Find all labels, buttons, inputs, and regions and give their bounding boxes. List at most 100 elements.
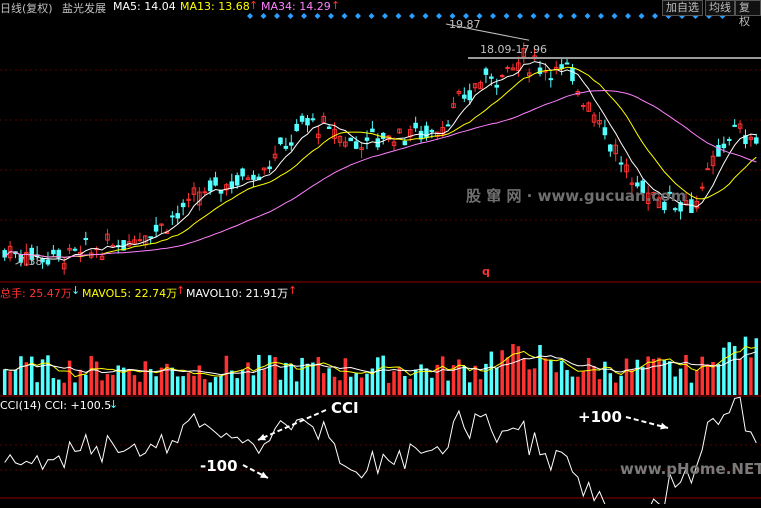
candle-body-78: [424, 125, 429, 138]
candle-body-44: [240, 168, 245, 177]
candle-body-112: [608, 144, 613, 152]
candle-body-50: [272, 153, 278, 159]
volume-bar-61: [332, 376, 337, 395]
candle-body-49: [267, 166, 272, 170]
candle-body-121: [656, 197, 662, 209]
moving-average-button[interactable]: 均线: [705, 0, 735, 16]
volume-bar-91: [494, 367, 499, 395]
volume-bar-128: [695, 370, 699, 395]
volume-bar-14: [78, 369, 83, 395]
ma13-line: [4, 66, 757, 258]
volume-total-arrow: ↓: [71, 284, 81, 297]
volume-bar-99: [538, 344, 542, 395]
candle-body-83: [451, 103, 456, 109]
event-marker-25: [584, 13, 591, 19]
volume-bar-82: [446, 380, 450, 395]
volume-bar-48: [262, 369, 267, 395]
candle-body-24: [132, 239, 137, 244]
volume-bar-26: [143, 361, 148, 395]
volume-bar-96: [522, 358, 526, 395]
low-callout-line: [15, 261, 21, 265]
volume-bar-18: [100, 380, 104, 395]
candle-body-31: [170, 215, 175, 218]
arrow-plus100-head: [660, 422, 668, 430]
mavol10-arrow: ↑: [288, 284, 298, 297]
candle-body-136: [737, 123, 743, 129]
stock-name: 盐光发展: [62, 2, 106, 15]
adjust-price-button[interactable]: 复权: [735, 0, 761, 28]
candle-body-68: [370, 128, 375, 133]
candle-body-35: [191, 187, 197, 195]
volume-bar-57: [311, 362, 315, 395]
candle-body-28: [153, 224, 159, 232]
candle-body-15: [83, 238, 89, 241]
volume-bar-62: [338, 380, 342, 395]
volume-bar-116: [630, 369, 634, 395]
volume-bar-93: [505, 357, 510, 395]
volume-bar-72: [392, 371, 396, 395]
volume-bar-54: [294, 381, 299, 395]
event-marker-15: [449, 13, 456, 19]
volume-bar-89: [484, 363, 488, 395]
volume-bar-110: [597, 379, 602, 395]
candle-body-18: [99, 255, 105, 260]
mavol5-legend: MAVOL5: 22.74万: [82, 287, 178, 300]
candle-body-124: [672, 208, 678, 211]
volume-bar-121: [657, 357, 661, 395]
volume-bar-3: [19, 356, 23, 395]
volume-bar-55: [300, 357, 304, 395]
add-watchlist-button[interactable]: 加自选: [662, 0, 703, 16]
candle-body-77: [418, 130, 424, 140]
candle-body-129: [699, 186, 705, 189]
volume-bar-2: [13, 369, 18, 395]
volume-bar-67: [365, 373, 369, 395]
volume-bar-17: [94, 361, 99, 395]
high-price-label: 19.87: [449, 18, 481, 31]
volume-bar-126: [684, 354, 688, 395]
candle-body-70: [380, 132, 386, 139]
candle-body-107: [581, 104, 586, 107]
volume-bar-19: [105, 374, 110, 395]
candle-body-63: [343, 141, 348, 147]
candle-body-116: [629, 182, 635, 185]
volume-bar-86: [467, 382, 472, 395]
volume-bar-1: [8, 371, 12, 395]
event-marker-23: [557, 13, 564, 19]
candle-body-110: [597, 120, 602, 125]
candle-body-82: [445, 124, 451, 127]
event-marker-13: [422, 13, 429, 19]
candle-body-97: [526, 72, 532, 77]
volume-bar-117: [635, 359, 640, 395]
candle-body-8: [45, 259, 51, 265]
volume-bar-49: [267, 355, 272, 395]
volume-bar-104: [565, 370, 569, 395]
candle-body-12: [67, 247, 72, 251]
candle-body-75: [407, 129, 413, 138]
candle-body-122: [662, 201, 667, 211]
candle-body-123: [667, 191, 673, 194]
ma34-arrow: ↑: [331, 0, 341, 12]
candle-body-9: [51, 249, 56, 255]
volume-bar-15: [84, 374, 88, 395]
volume-bar-5: [29, 356, 34, 395]
candle-body-113: [613, 144, 618, 155]
volume-bar-92: [500, 350, 504, 395]
volume-bar-132: [716, 363, 721, 395]
candle-body-119: [645, 192, 651, 205]
candle-body-88: [478, 82, 483, 90]
candle-body-45: [245, 177, 251, 180]
volume-bar-80: [435, 364, 440, 395]
volume-bar-79: [430, 377, 434, 395]
volume-bar-100: [543, 358, 548, 395]
candle-body-120: [651, 191, 656, 195]
candle-body-108: [586, 102, 591, 112]
candle-body-127: [689, 199, 694, 214]
volume-bar-95: [516, 346, 521, 395]
volume-bar-13: [73, 382, 77, 395]
candle-body-133: [721, 143, 727, 149]
candle-body-132: [716, 144, 721, 157]
candle-body-60: [326, 126, 332, 130]
cci-arrow: ↓: [109, 398, 119, 411]
arrow-plus100: [625, 416, 669, 429]
volume-bar-20: [111, 374, 115, 395]
